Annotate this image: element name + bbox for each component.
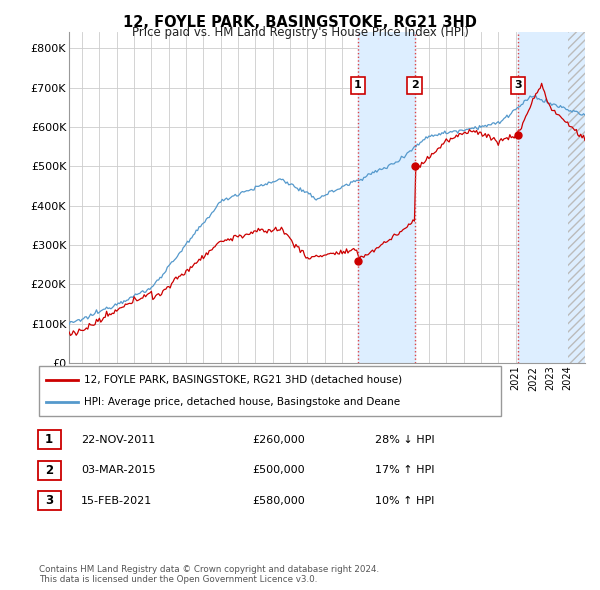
- Text: 3: 3: [45, 494, 53, 507]
- Text: 03-MAR-2015: 03-MAR-2015: [81, 466, 155, 475]
- Text: This data is licensed under the Open Government Licence v3.0.: This data is licensed under the Open Gov…: [39, 575, 317, 584]
- Text: 12, FOYLE PARK, BASINGSTOKE, RG21 3HD: 12, FOYLE PARK, BASINGSTOKE, RG21 3HD: [123, 15, 477, 30]
- Text: £580,000: £580,000: [252, 496, 305, 506]
- Text: 1: 1: [354, 80, 362, 90]
- Bar: [518, 32, 585, 363]
- Text: 28% ↓ HPI: 28% ↓ HPI: [375, 435, 434, 444]
- Bar: [568, 32, 585, 363]
- Text: Price paid vs. HM Land Registry's House Price Index (HPI): Price paid vs. HM Land Registry's House …: [131, 26, 469, 39]
- Text: 22-NOV-2011: 22-NOV-2011: [81, 435, 155, 444]
- Text: 2: 2: [45, 464, 53, 477]
- Text: 15-FEB-2021: 15-FEB-2021: [81, 496, 152, 506]
- Text: £500,000: £500,000: [252, 466, 305, 475]
- Text: 1: 1: [45, 433, 53, 446]
- Text: 10% ↑ HPI: 10% ↑ HPI: [375, 496, 434, 506]
- Text: £260,000: £260,000: [252, 435, 305, 444]
- Text: 2: 2: [410, 80, 418, 90]
- Text: 3: 3: [514, 80, 521, 90]
- Text: Contains HM Land Registry data © Crown copyright and database right 2024.: Contains HM Land Registry data © Crown c…: [39, 565, 379, 575]
- Text: 12, FOYLE PARK, BASINGSTOKE, RG21 3HD (detached house): 12, FOYLE PARK, BASINGSTOKE, RG21 3HD (d…: [84, 375, 402, 385]
- Bar: [358, 32, 415, 363]
- Text: HPI: Average price, detached house, Basingstoke and Deane: HPI: Average price, detached house, Basi…: [84, 397, 400, 407]
- Text: 17% ↑ HPI: 17% ↑ HPI: [375, 466, 434, 475]
- Bar: [568, 32, 585, 363]
